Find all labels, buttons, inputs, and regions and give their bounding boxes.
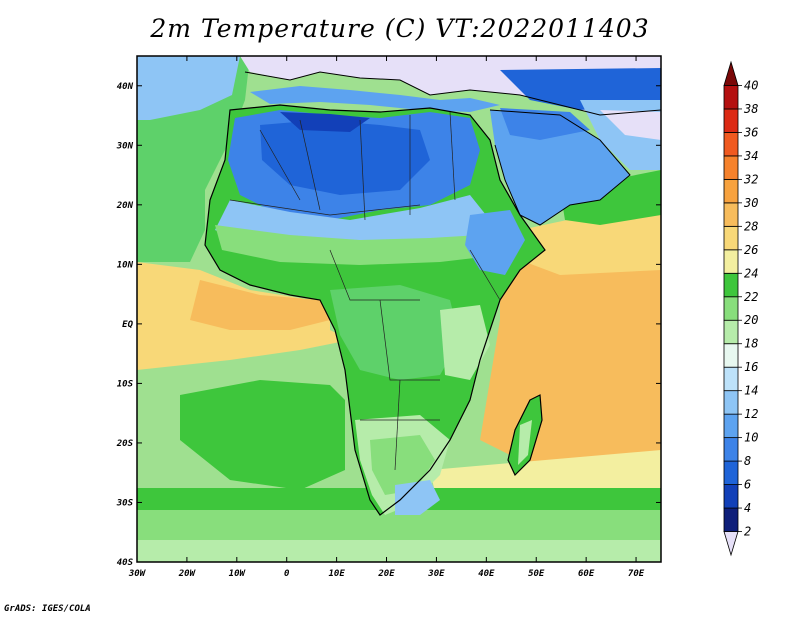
chart-title: 2m Temperature (C) VT:2022011403 bbox=[150, 14, 650, 43]
grads-credit: GrADS: IGES/COLA bbox=[4, 604, 91, 614]
colorbar-label: 14 bbox=[744, 384, 758, 398]
colorbar-label: 2 bbox=[744, 525, 751, 539]
colorbar-label: 28 bbox=[744, 219, 758, 233]
colorbar-label: 24 bbox=[744, 266, 758, 280]
lon-tick-label: 30E bbox=[427, 569, 445, 579]
colorbar-bin bbox=[723, 484, 739, 509]
colorbar-label: 40 bbox=[744, 78, 758, 92]
land-arabia-north bbox=[500, 108, 590, 140]
lon-tick-label: 10W bbox=[229, 569, 247, 579]
colorbar-bin bbox=[723, 202, 739, 227]
lat-tick-label: 10S bbox=[117, 379, 134, 389]
land-congo bbox=[330, 285, 460, 380]
colorbar-bin bbox=[723, 225, 739, 251]
ocean-north-atlantic-cool bbox=[137, 56, 240, 120]
colorbar-bin bbox=[723, 60, 739, 86]
lon-tick-label: 20W bbox=[178, 569, 197, 579]
colorbar-bin bbox=[723, 296, 739, 321]
land-kalahari bbox=[370, 435, 435, 495]
colorbar-bin bbox=[723, 343, 739, 368]
colorbar-bin bbox=[723, 108, 739, 133]
colorbar-bin bbox=[723, 319, 739, 345]
colorbar-bin bbox=[723, 390, 739, 415]
land-highveld bbox=[395, 480, 440, 515]
lon-tick-label: 30W bbox=[128, 569, 147, 579]
arabia-coastline bbox=[489, 109, 631, 226]
lat-tick-label: 20S bbox=[116, 439, 134, 449]
africa-coastline bbox=[204, 104, 546, 516]
land-iran-mountains bbox=[600, 110, 661, 140]
map-field bbox=[137, 56, 661, 562]
lat-tick-label: 10N bbox=[117, 260, 134, 270]
colorbar-bin bbox=[723, 366, 739, 392]
colorbar-bin bbox=[723, 178, 739, 204]
land-madagascar-highland bbox=[518, 420, 532, 465]
land-sahara-core bbox=[260, 120, 430, 195]
colorbar-bin bbox=[723, 507, 739, 532]
colorbar-bin bbox=[723, 272, 739, 298]
colorbar-label: 26 bbox=[744, 243, 758, 257]
ocean-south-band-3 bbox=[137, 540, 661, 562]
lat-tick-label: 30N bbox=[116, 141, 134, 151]
lat-tick-label: 20N bbox=[116, 201, 134, 211]
land-sahel-green bbox=[215, 225, 500, 265]
colorbar-bin bbox=[723, 437, 739, 462]
lon-tick-label: 20E bbox=[377, 569, 395, 579]
sea-mediterranean bbox=[250, 86, 500, 112]
ocean-arabian-sea-cool bbox=[560, 170, 661, 225]
lat-tick-label: 30S bbox=[116, 498, 134, 508]
colorbar-label: 20 bbox=[744, 313, 758, 327]
colorbar-bin bbox=[723, 413, 739, 439]
lon-tick-label: 70E bbox=[628, 569, 645, 579]
colorbar-label: 34 bbox=[743, 149, 758, 163]
colorbar-label: 32 bbox=[743, 172, 758, 186]
colorbar-bin bbox=[723, 85, 739, 110]
colorbar-bin bbox=[723, 132, 739, 157]
lon-tick-label: 40E bbox=[478, 569, 495, 579]
lat-tick-label: EQ bbox=[122, 320, 133, 330]
map-frame bbox=[136, 55, 662, 563]
lon-tick-label: 50E bbox=[528, 569, 545, 579]
lon-tick-label: 60E bbox=[578, 569, 595, 579]
colorbar-label: 6 bbox=[744, 478, 751, 492]
colorbar-bin bbox=[723, 531, 739, 557]
country-borders bbox=[229, 111, 501, 471]
colorbar-label: 10 bbox=[744, 431, 758, 445]
colorbar-label: 4 bbox=[744, 501, 751, 515]
colorbar-label: 18 bbox=[744, 337, 758, 351]
land-arabia bbox=[490, 110, 630, 225]
colorbar-label: 8 bbox=[744, 454, 751, 468]
madagascar-coastline bbox=[507, 394, 543, 477]
axis-ticks: 30W 20W 10W 0 10E 20E 30E 40E 50E 60E 70E 40N 30N 20N… bbox=[116, 56, 661, 579]
colorbar-bin bbox=[723, 249, 739, 274]
colorbar-label: 22 bbox=[744, 290, 758, 304]
land-ethiopia bbox=[465, 210, 525, 275]
lat-tick-label: 40S bbox=[117, 558, 134, 568]
colorbar-label: 30 bbox=[743, 196, 758, 210]
temperature-map: 30W 20W 10W 0 10E 20E 30E 40E 50E 60E 70E 40N 30N 20N… bbox=[116, 55, 758, 579]
ocean-guinea-gulf bbox=[190, 280, 330, 330]
colorbar-label: 12 bbox=[744, 407, 758, 421]
colorbar-label: 38 bbox=[743, 102, 758, 116]
colorbar-label: 16 bbox=[744, 360, 758, 374]
lon-tick-label: 10E bbox=[328, 569, 345, 579]
colorbar-bin bbox=[723, 155, 739, 180]
land-asia-minor bbox=[500, 68, 661, 110]
lon-tick-label: 0 bbox=[284, 569, 290, 579]
land-east-africa-highlands bbox=[440, 305, 490, 380]
colorbar-bin bbox=[723, 460, 739, 485]
land-atlas bbox=[280, 112, 370, 132]
europe-coastline bbox=[244, 71, 661, 116]
ocean-south-atlantic-green bbox=[180, 380, 345, 490]
lat-tick-label: 40N bbox=[117, 82, 134, 92]
colorbar-label: 36 bbox=[743, 125, 758, 139]
